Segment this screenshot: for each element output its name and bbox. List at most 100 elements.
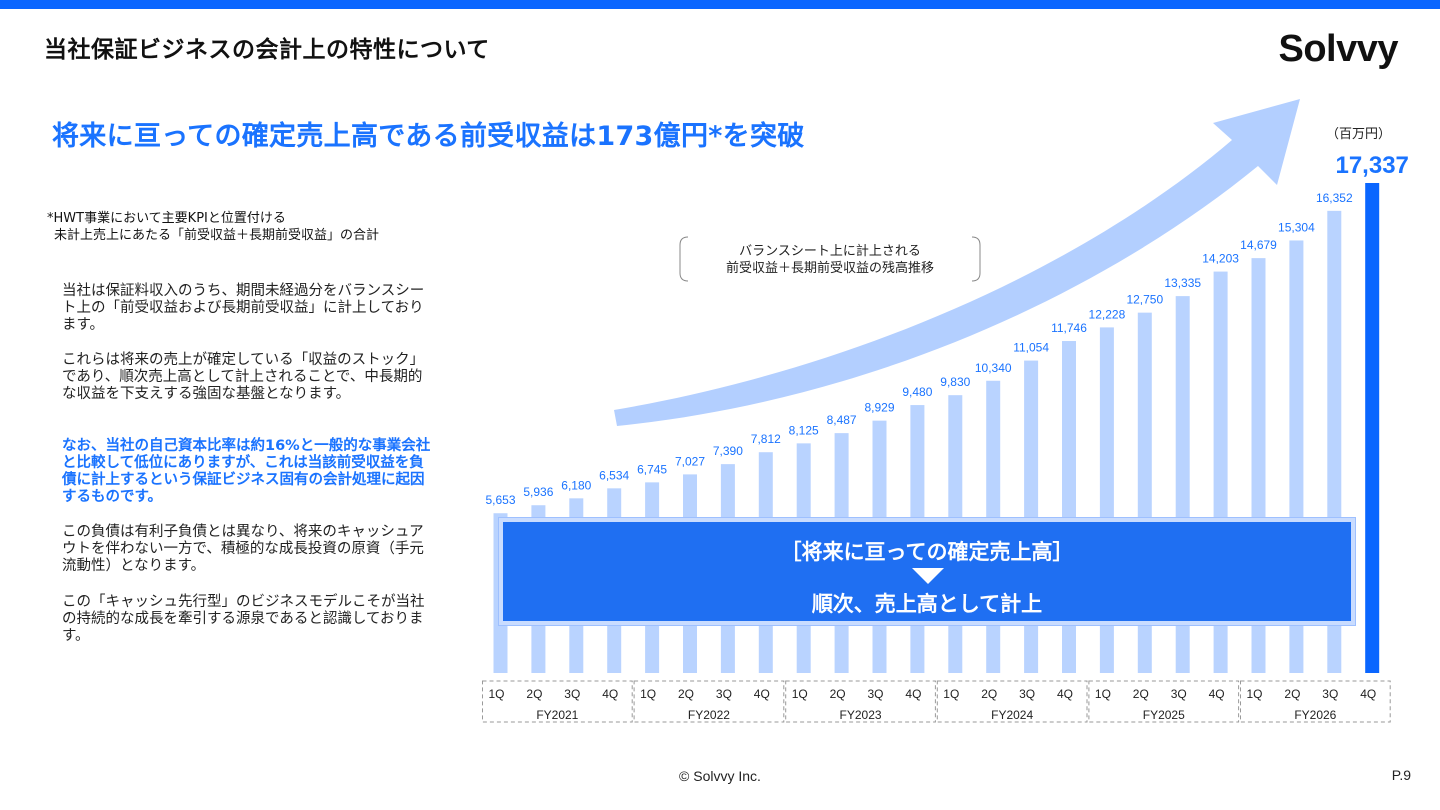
quarter-tick-label: 3Q (867, 687, 883, 701)
quarter-tick-label: 1Q (488, 687, 504, 701)
quarter-tick-label: 2Q (1284, 687, 1300, 701)
paragraph-liability: この負債は有利子負債とは異なり、将来のキャッシュア ウトを伴わない一方で、積極的… (62, 524, 466, 575)
data-label: 12,228 (1089, 307, 1126, 321)
fiscal-year-label: FY2024 (991, 708, 1033, 722)
data-label: 7,390 (713, 444, 743, 458)
data-label: 11,746 (1051, 321, 1087, 335)
paragraph-revenue-stock: これらは将来の売上が確定している「収益のストック」 であり、順次売上高として計上… (62, 352, 466, 403)
data-label: 9,830 (940, 375, 970, 389)
fiscal-year-group-box (1088, 680, 1240, 723)
text-line: ます。 (62, 317, 105, 333)
overlay-title: ［将来に亘っての確定売上高］ (780, 540, 1074, 564)
fiscal-year-label: FY2021 (536, 708, 578, 722)
quarter-tick-label: 3Q (1322, 687, 1338, 701)
text-line: この「キャッシュ先行型」のビジネスモデルこそが当社 (62, 594, 425, 610)
headline: 将来に亘っての確定売上高である前受収益は173億円*を突破 (52, 121, 805, 152)
solvvy-logo: Solvvy (1278, 28, 1398, 70)
quarter-tick-label: 1Q (943, 687, 959, 701)
fiscal-year-label: FY2026 (1294, 708, 1336, 722)
unit-label: （百万円） (1326, 127, 1392, 142)
data-label: 14,203 (1202, 252, 1239, 266)
quarter-tick-label: 2Q (830, 687, 846, 701)
footnote-line-2: 未計上売上にあたる「前受収益＋長期前受収益」の合計 (54, 228, 380, 243)
data-label: 12,750 (1126, 293, 1163, 307)
data-label: 8,487 (827, 413, 857, 427)
data-label: 5,936 (523, 485, 553, 499)
quarter-tick-label: 1Q (792, 687, 808, 701)
quarter-tick-label: 3Q (564, 687, 580, 701)
footnote-line-1: *HWT事業において主要KPIと位置付ける (47, 211, 286, 226)
quarter-tick-label: 1Q (640, 687, 656, 701)
data-label: 8,929 (864, 401, 894, 415)
data-label: 6,180 (561, 478, 591, 492)
text-line: す。 (62, 628, 90, 644)
text-line: なお、当社の自己資本比率は約16%と一般的な事業会社 (62, 438, 431, 454)
quarter-tick-label: 1Q (1246, 687, 1262, 701)
text-line: 当社は保証料収入のうち、期間未経過分をバランスシー (62, 283, 425, 299)
bar (1365, 183, 1380, 673)
bracket-note-line-1: バランスシート上に計上される (739, 244, 921, 259)
bracket-note-line-2: 前受収益＋長期前受収益の残高推移 (725, 261, 934, 276)
text-line: 債に計上するという保証ビジネス固有の会計処理に起因 (62, 472, 425, 488)
text-line: であり、順次売上高として計上されることで、中長期的 (62, 369, 423, 385)
overlay-subtitle: 順次、売上高として計上 (811, 592, 1043, 616)
paragraph-equity-ratio: なお、当社の自己資本比率は約16%と一般的な事業会社 と比較して低位にありますが… (62, 438, 466, 506)
quarter-tick-label: 4Q (1057, 687, 1073, 701)
text-line: するものです。 (62, 489, 163, 505)
text-line: と比較して低位にありますが、これは当該前受収益を負 (62, 455, 424, 471)
bar (1024, 360, 1039, 673)
quarter-tick-label: 4Q (905, 687, 921, 701)
fiscal-year-group-box (482, 680, 633, 723)
quarter-tick-label: 2Q (678, 687, 694, 701)
quarter-tick-label: 3Q (1019, 687, 1035, 701)
data-label: 13,335 (1164, 276, 1201, 290)
down-triangle-icon (912, 568, 944, 584)
quarter-tick-label: 4Q (1360, 687, 1376, 701)
page-number: P.9 (1391, 767, 1411, 783)
text-line: の持続的な成長を牽引する源泉であると認識しておりま (62, 611, 424, 627)
quarter-tick-label: 2Q (1133, 687, 1149, 701)
paragraph-stock-intro: 当社は保証料収入のうち、期間未経過分をバランスシー ト上の「前受収益および長期前… (62, 283, 466, 334)
quarter-tick-label: 2Q (526, 687, 542, 701)
text-line: ト上の「前受収益および長期前受収益」に計上しており (62, 300, 424, 316)
bracket-note: バランスシート上に計上される 前受収益＋長期前受収益の残高推移 (680, 243, 980, 277)
growth-arrow-icon (614, 99, 1300, 426)
text-line: これらは将来の売上が確定している「収益のストック」 (62, 352, 425, 368)
data-label: 16,352 (1316, 191, 1353, 205)
fiscal-year-label: FY2023 (840, 708, 882, 722)
data-label: 6,745 (637, 462, 667, 476)
quarter-tick-label: 4Q (602, 687, 618, 701)
data-label: 7,812 (751, 432, 781, 446)
data-label: 5,653 (485, 493, 515, 507)
quarter-tick-label: 3Q (1171, 687, 1187, 701)
quarter-tick-label: 4Q (1209, 687, 1225, 701)
bracket-right (971, 236, 981, 282)
data-label: 11,054 (1013, 341, 1049, 355)
data-label: 14,679 (1240, 238, 1277, 252)
copyright: © Solvvy Inc. (679, 768, 761, 784)
footnote: *HWT事業において主要KPIと位置付ける 未計上売上にあたる「前受収益＋長期前… (47, 210, 379, 244)
paragraph-business-model: この「キャッシュ先行型」のビジネスモデルこそが当社 の持続的な成長を牽引する源泉… (62, 594, 466, 645)
data-label: 10,340 (975, 361, 1012, 375)
data-label: 15,304 (1278, 220, 1315, 234)
data-label: 8,125 (789, 423, 819, 437)
quarter-tick-label: 2Q (981, 687, 997, 701)
fiscal-year-group-box (936, 680, 1088, 723)
fiscal-year-label: FY2025 (1143, 708, 1185, 722)
fiscal-year-group-box (785, 680, 936, 723)
fiscal-year-label: FY2022 (688, 708, 730, 722)
data-label: 9,480 (902, 385, 932, 399)
text-line: 流動性）となります。 (62, 558, 206, 574)
text-line: ウトを伴わない一方で、積極的な成長投資の原資（手元 (62, 541, 424, 557)
quarter-tick-label: 4Q (754, 687, 770, 701)
quarter-tick-label: 1Q (1095, 687, 1111, 701)
data-label: 6,534 (599, 468, 629, 482)
text-line: この負債は有利子負債とは異なり、将来のキャッシュア (62, 524, 424, 540)
text-line: な収益を下支えする強固な基盤となります。 (62, 386, 351, 402)
data-label: 7,027 (675, 454, 705, 468)
fiscal-year-group-box (1240, 680, 1391, 723)
highlight-value-label: 17,337 (1335, 152, 1408, 179)
quarter-tick-label: 3Q (716, 687, 732, 701)
fiscal-year-group-box (633, 680, 785, 723)
